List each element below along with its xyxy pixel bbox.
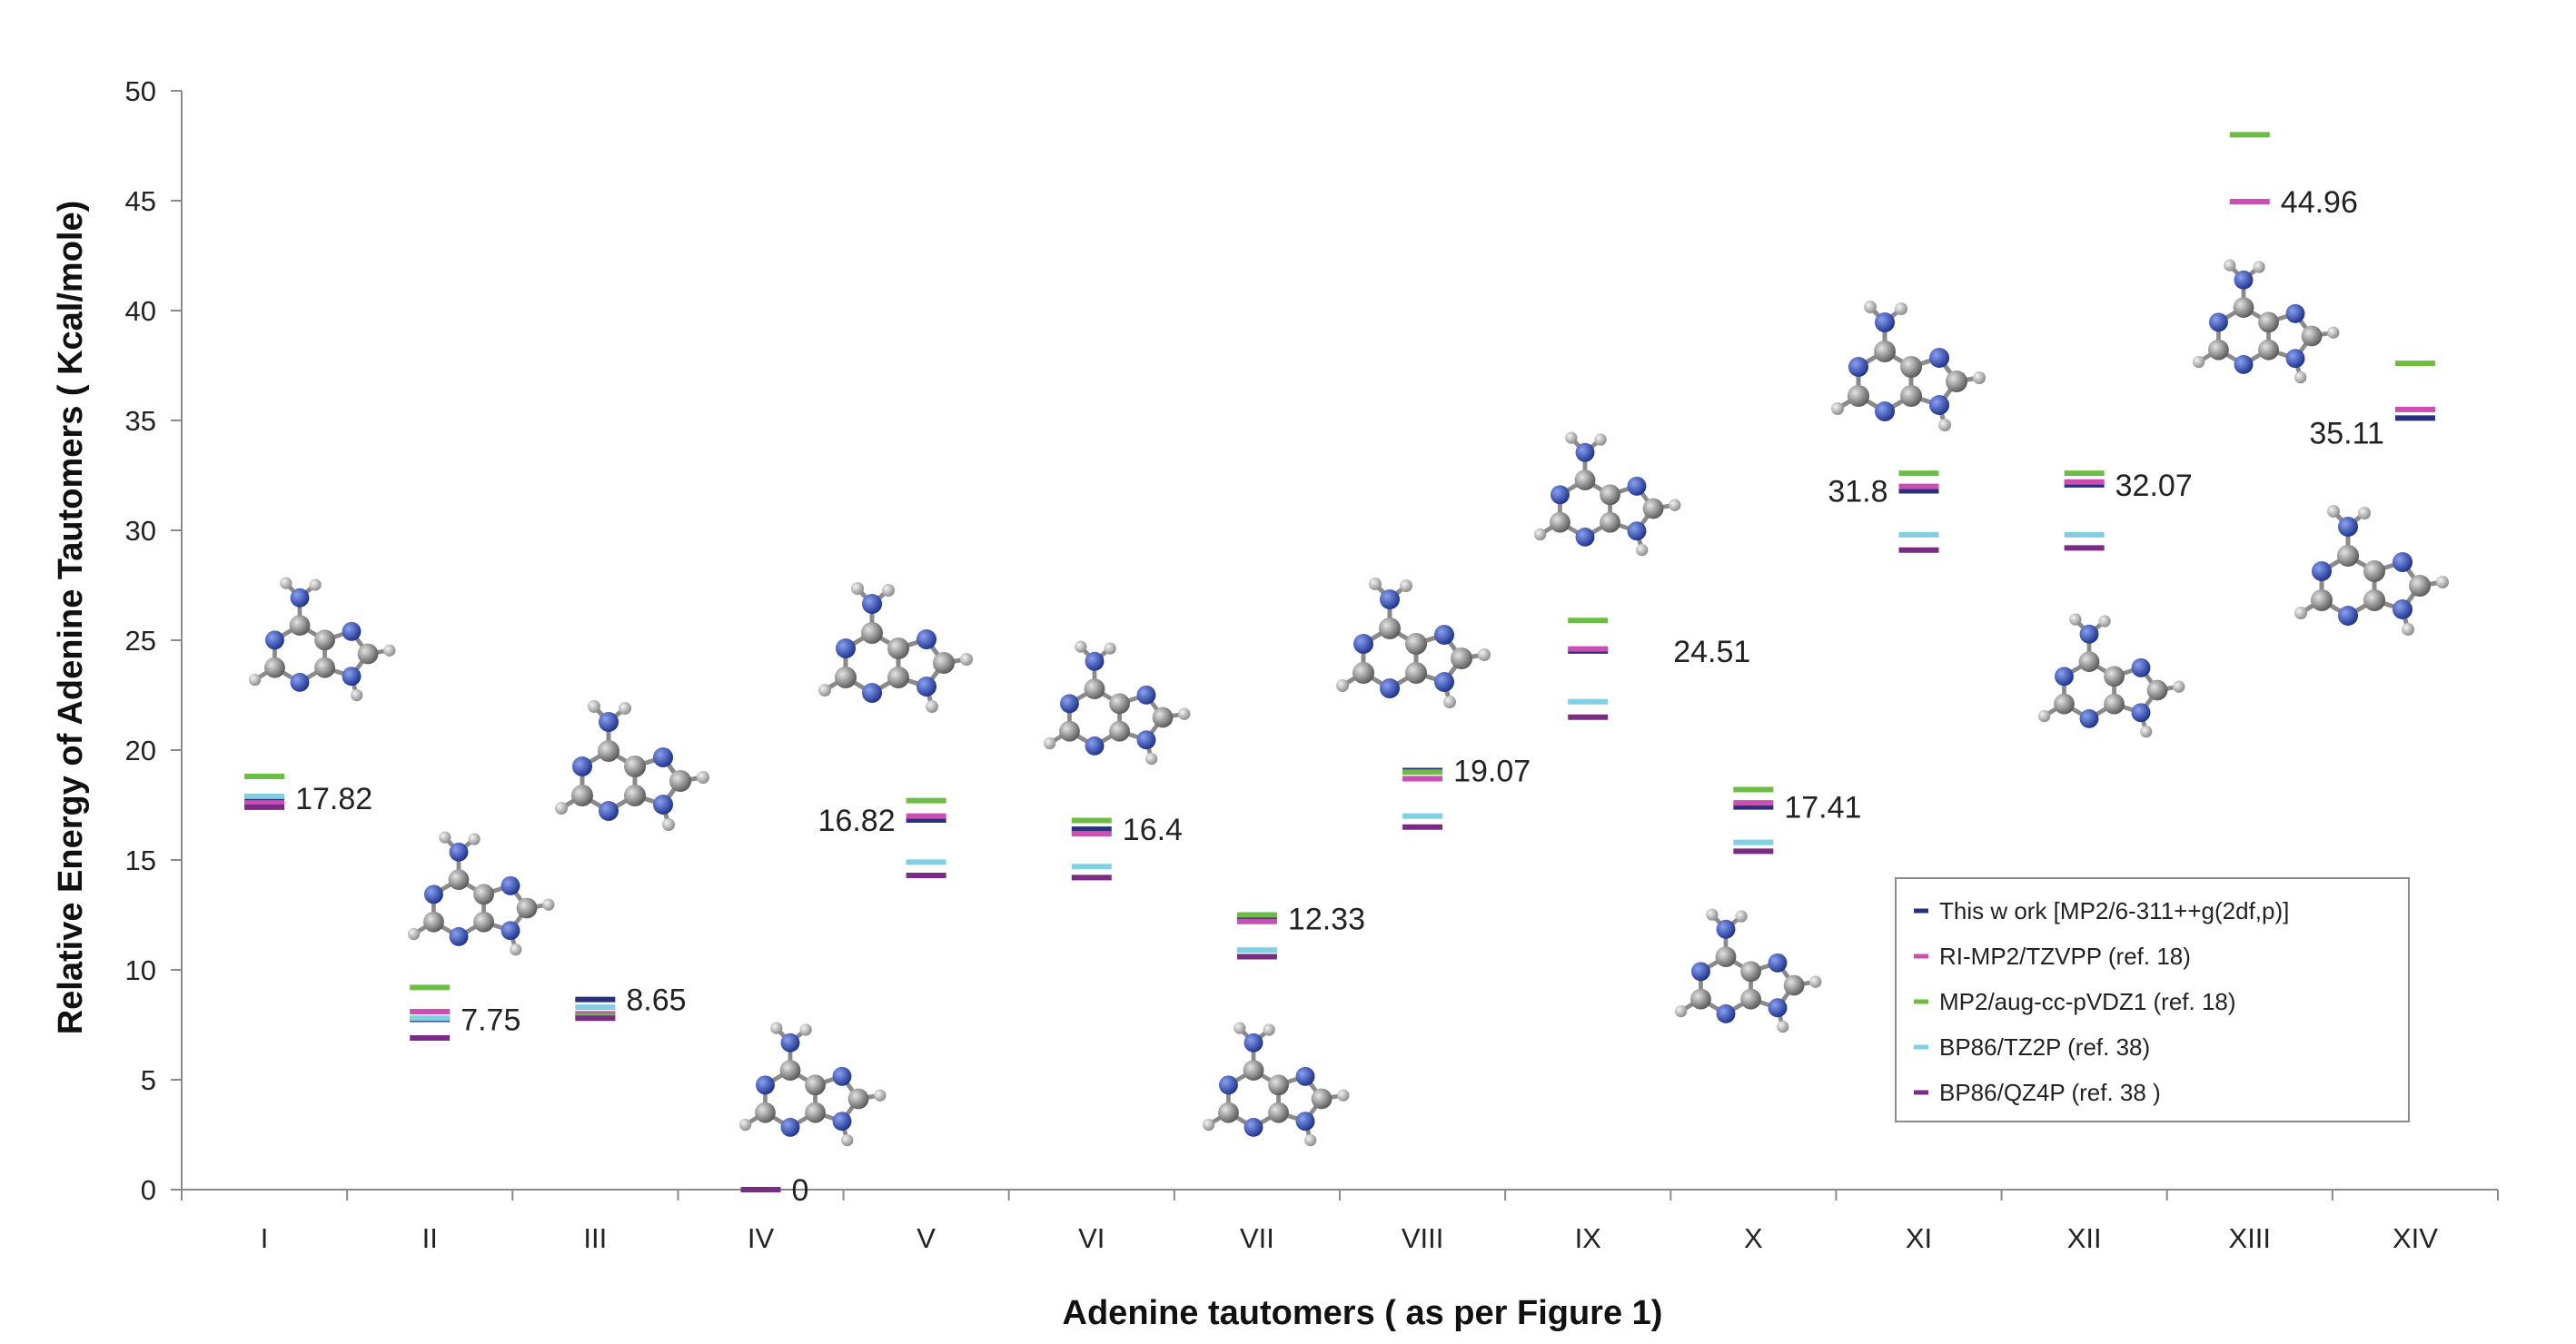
legend-entry-label: BP86/TZ2P (ref. 38) — [1939, 1033, 2150, 1061]
x-tick-label: XIII — [2229, 1222, 2272, 1254]
x-tick-label: XIV — [2393, 1222, 2438, 1254]
y-tick-label: 40 — [125, 295, 156, 327]
y-tick-label: 20 — [125, 735, 156, 766]
data-marks — [244, 132, 2435, 1192]
x-tick-label: XI — [1906, 1222, 1932, 1254]
molecule-image-viii — [1336, 578, 1491, 708]
legend-entry-label: RI-MP2/TZVPP (ref. 18) — [1939, 943, 2191, 970]
data-label-X: 17.41 — [1784, 791, 1861, 825]
molecule-image-xiii — [2193, 259, 2340, 383]
x-tick-label: III — [583, 1222, 607, 1254]
molecule-image-x — [1675, 908, 1822, 1033]
molecule-image-ii — [408, 831, 555, 955]
molecule-image-i — [249, 577, 396, 701]
molecule-image-v — [818, 582, 973, 713]
data-label-XIII: 44.96 — [2281, 185, 2358, 220]
molecule-image-xiv — [2294, 505, 2449, 636]
y-tick-label: 10 — [125, 954, 156, 986]
y-tick-label: 5 — [141, 1064, 156, 1096]
molecule-image-xi — [1831, 301, 1986, 431]
molecule-image-iii — [555, 700, 709, 831]
x-axis-title: Adenine tautomers ( as per Figure 1) — [1063, 1294, 1663, 1332]
y-tick-label: 35 — [125, 405, 156, 437]
molecule-image-vi — [1044, 640, 1191, 765]
legend-entry-label: MP2/aug-cc-pVDZ1 (ref. 18) — [1939, 988, 2236, 1015]
data-label-VII: 12.33 — [1288, 903, 1365, 937]
x-tick-label: VI — [1078, 1222, 1105, 1254]
x-tick-label: V — [916, 1222, 936, 1254]
x-tick-label: IV — [748, 1222, 775, 1254]
molecule-image-ix — [1534, 431, 1681, 556]
data-label-XI: 31.8 — [1828, 474, 1887, 509]
data-label-I: 17.82 — [295, 782, 372, 816]
legend-box — [1895, 877, 2410, 1122]
y-tick-label: 0 — [141, 1174, 156, 1206]
x-tick-label: X — [1744, 1222, 1763, 1254]
data-label-IX: 24.51 — [1673, 635, 1750, 669]
data-label-VI: 16.4 — [1123, 813, 1183, 847]
legend-entry-label: BP86/QZ4P (ref. 38 ) — [1939, 1079, 2161, 1106]
y-tick-label: 50 — [125, 75, 156, 107]
y-tick-label: 30 — [125, 515, 156, 547]
x-tick-label: IX — [1575, 1222, 1602, 1254]
molecule-image-xii — [2038, 613, 2185, 737]
molecule-image-iv — [739, 1022, 887, 1146]
data-label-III: 8.65 — [626, 983, 686, 1018]
y-tick-label: 45 — [125, 185, 156, 217]
x-tick-label: I — [261, 1222, 269, 1254]
data-label-XII: 32.07 — [2115, 469, 2193, 503]
molecule-image-vii — [1203, 1022, 1350, 1146]
y-tick-label: 15 — [125, 845, 156, 876]
x-tick-label: XII — [2067, 1222, 2102, 1254]
x-tick-label: II — [422, 1222, 438, 1254]
legend-entry-label: This w ork [MP2/6-311++g(2df,p)] — [1939, 897, 2289, 924]
data-label-VIII: 19.07 — [1453, 755, 1531, 789]
data-label-XIV: 35.11 — [2309, 416, 2384, 450]
data-label-IV: 0 — [792, 1173, 809, 1208]
y-tick-label: 25 — [125, 625, 156, 657]
x-tick-label: VIII — [1402, 1222, 1444, 1254]
data-labels: 17.82 7.75 8.65 0 16.82 16.4 12.33 19.07 24.51 17… — [295, 185, 2384, 1208]
y-axis-title: Relative Energy of Adenine Tautomers ( K… — [52, 201, 90, 1035]
x-tick-label: VII — [1240, 1222, 1274, 1254]
data-label-V: 16.82 — [818, 804, 896, 838]
legend: This w ork [MP2/6-311++g(2df,p)] RI-MP2/T… — [1895, 877, 2410, 1122]
data-label-II: 7.75 — [461, 1003, 520, 1037]
